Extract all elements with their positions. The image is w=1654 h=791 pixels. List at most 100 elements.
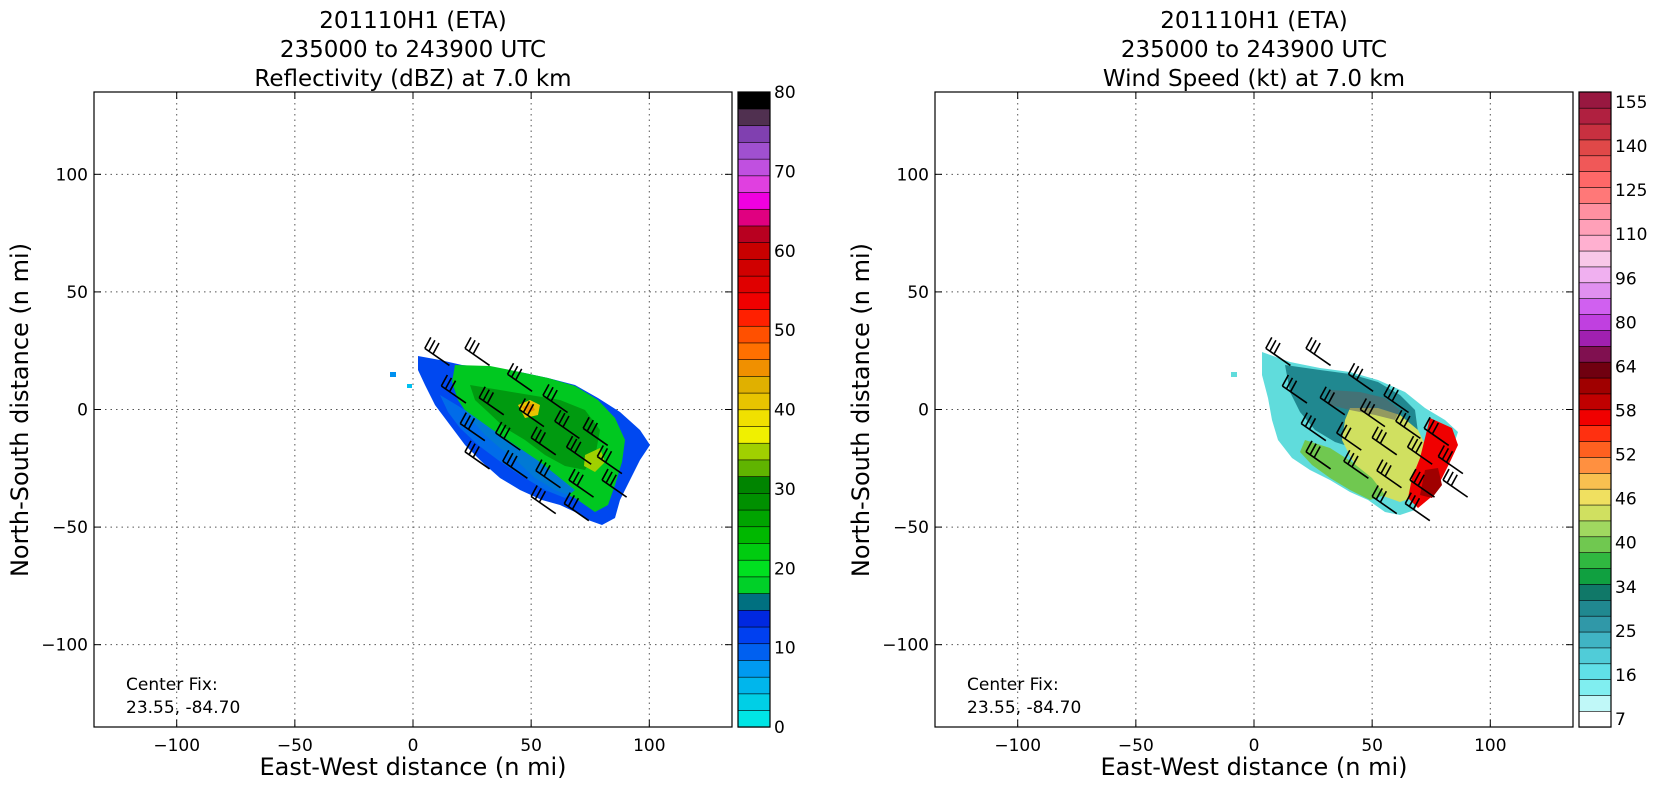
right-colorbar-swatch [1578,583,1612,601]
right-colorbar-tick-label: 34 [1615,578,1637,598]
right-colorbar-swatch [1578,91,1612,109]
left-colorbar-swatch [737,292,771,310]
left-barb-feather [538,490,547,503]
left-colorbar-frame [737,91,771,728]
left-colorbar-swatch [737,542,771,561]
left-colorbar-swatch [737,626,771,645]
right-ytick-label: 50 [907,283,929,303]
right-barb-staff [1442,479,1469,498]
right-barb-feather [1323,389,1331,401]
right-barb-feather [1441,448,1450,460]
left-barb-feather [506,362,515,375]
left-barb-feather [502,449,510,462]
right-barb-feather [1359,398,1368,410]
right-center-fix-coords: 23.55, -84.70 [967,698,1081,718]
left-colorbar-tick-label: 60 [774,242,796,262]
right-barb-feather [1363,400,1372,413]
left-center-fix-label: Center Fix: [126,675,218,695]
left-barb-feather [503,427,511,440]
right-barb-staff [1376,469,1402,489]
left-barb-feather [518,398,527,410]
right-wind-barbs [1265,336,1469,522]
right-barb-feather [1305,336,1313,349]
reflectivity-colorbar: 0 10 20 30 40 50 60 70 80 [737,83,796,738]
right-colorbar-tick-label: 155 [1615,93,1647,113]
left-barb-feather [499,424,507,437]
right-colorbar-swatch [1578,504,1612,522]
wind-speed-field [1231,336,1469,522]
left-barb-feather [571,497,580,510]
right-barb-feather [1445,450,1454,463]
left-barb-staff [563,502,590,522]
left-barb-feather [576,474,584,487]
right-center-fix-label: Center Fix: [967,675,1059,695]
left-barb-feather [554,409,562,422]
left-barb-feather [604,450,613,463]
right-colorbar-swatch [1578,298,1612,315]
left-barb-feather [463,415,472,427]
left-xtick-label: 100 [633,736,665,756]
left-colorbar-swatch [737,476,771,494]
right-colorbar-swatch [1578,218,1612,236]
left-barb-feather [530,426,538,439]
right-barb-feather [1371,426,1379,439]
wind-swath-green [1300,440,1385,500]
right-colorbar-swatch [1578,171,1612,188]
right-barb-feather [1404,492,1412,504]
left-barb-feather [568,468,576,481]
right-colorbar-tick-label: 80 [1615,313,1637,333]
left-barb-feather [563,492,571,504]
reflectivity-speck-2 [407,384,412,388]
left-xtick-label: 50 [520,736,542,756]
right-ytick-label: 100 [897,165,929,185]
right-barb-staff [1343,460,1369,479]
reflectivity-speck [390,372,396,377]
left-barb-feather [495,421,503,434]
left-colorbar-swatch [737,242,771,260]
left-colorbar-tick-label: 10 [774,639,796,659]
right-barb-feather [1285,377,1294,390]
left-barb-feather [444,377,453,390]
right-barb-feather [1410,438,1419,451]
left-barb-feather [468,443,476,456]
left-colorbar-swatch [737,576,771,594]
right-colorbar-swatch [1578,123,1612,141]
right-colorbar-swatch [1578,710,1612,728]
left-colorbar-swatch [737,509,771,528]
right-colorbar-tick-label: 25 [1615,622,1637,642]
left-barb-feather [609,474,617,487]
right-barb-staff [1437,455,1464,475]
right-colorbar-swatch [1578,631,1612,649]
right-barb-feather [1309,339,1317,352]
left-barb-feather [482,389,490,401]
left-ytick-label: 50 [66,283,88,303]
left-barb-feather [567,495,576,507]
left-colorbar-tick-label: 70 [774,162,796,182]
right-ylabel: North-South distance (n mi) [847,243,875,577]
left-barb-feather [428,339,436,352]
right-colorbar-swatch [1578,139,1612,157]
right-barb-feather [1399,412,1407,425]
left-barb-feather [464,336,472,349]
reflectivity-field [390,336,650,525]
left-colorbar-swatch [737,91,771,110]
left-colorbar-swatch [737,643,771,661]
left-colorbar-swatch [737,141,771,160]
right-ticks: −100 −50 0 50 100 −100 −50 0 50 100 [882,92,1573,756]
left-barb-staff [596,455,623,475]
left-barb-feather [586,419,594,432]
left-ytick-label: −50 [52,518,88,538]
right-barb-feather [1380,462,1388,474]
left-barb-feather [472,446,480,458]
right-barb-feather [1379,432,1388,444]
right-colorbar-swatch [1578,694,1612,712]
left-barb-feather [538,432,547,444]
right-colorbar-swatch [1578,488,1612,506]
right-barb-feather [1446,471,1454,484]
left-grid [94,92,732,727]
right-colorbar-tick-label: 64 [1615,357,1637,377]
left-barb-feather [506,452,514,465]
left-xtick-label: 0 [408,736,419,756]
right-barb-feather [1308,417,1317,430]
left-barb-feather [515,368,523,381]
